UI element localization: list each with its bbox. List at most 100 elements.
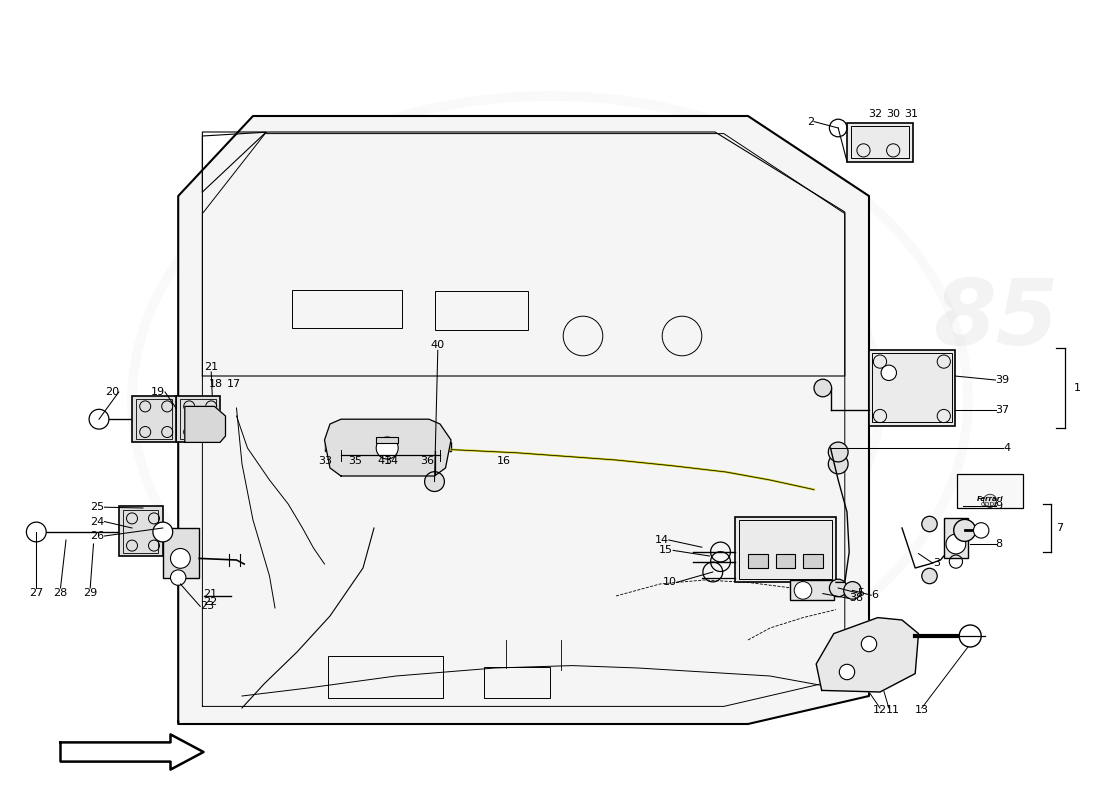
- Text: 36: 36: [420, 456, 433, 466]
- Bar: [748, 554, 768, 568]
- Text: 85: 85: [933, 276, 1058, 364]
- Bar: [376, 437, 398, 443]
- Bar: [123, 510, 158, 553]
- Bar: [790, 580, 834, 600]
- Circle shape: [959, 625, 981, 647]
- Text: 8: 8: [996, 539, 1002, 549]
- Text: Ferrari: Ferrari: [977, 496, 1003, 502]
- Bar: [180, 399, 216, 439]
- Text: 19: 19: [151, 387, 165, 397]
- Text: CODE: CODE: [981, 502, 999, 507]
- Text: 35: 35: [349, 456, 362, 466]
- Circle shape: [954, 519, 976, 542]
- Polygon shape: [60, 734, 204, 770]
- Bar: [739, 520, 832, 579]
- Circle shape: [946, 534, 966, 554]
- Text: 21: 21: [204, 589, 218, 598]
- Bar: [735, 517, 836, 582]
- Bar: [324, 442, 451, 451]
- Circle shape: [974, 522, 989, 538]
- Text: 18: 18: [209, 379, 222, 389]
- Text: 24: 24: [90, 517, 104, 526]
- Text: 30: 30: [887, 109, 900, 118]
- Circle shape: [26, 522, 46, 542]
- Text: 17: 17: [228, 379, 241, 389]
- Bar: [136, 399, 172, 439]
- Polygon shape: [816, 618, 918, 692]
- Text: 2: 2: [807, 117, 814, 126]
- Text: 41: 41: [378, 456, 392, 466]
- Circle shape: [881, 365, 896, 381]
- Text: 7: 7: [1056, 523, 1063, 533]
- Text: 22: 22: [204, 597, 218, 606]
- Circle shape: [828, 442, 848, 462]
- Bar: [869, 350, 955, 426]
- Circle shape: [922, 568, 937, 584]
- Text: 11: 11: [887, 705, 900, 714]
- Text: EL: EL: [361, 326, 563, 474]
- Circle shape: [983, 494, 997, 507]
- Text: 6: 6: [871, 590, 878, 600]
- Text: 1: 1: [1074, 383, 1080, 393]
- Circle shape: [170, 549, 190, 568]
- Text: 32: 32: [869, 109, 882, 118]
- Text: 12: 12: [873, 705, 887, 714]
- Bar: [776, 554, 795, 568]
- Bar: [944, 518, 968, 558]
- Bar: [872, 353, 952, 422]
- Text: 26: 26: [90, 531, 104, 541]
- Bar: [803, 554, 823, 568]
- Text: 20: 20: [104, 387, 119, 397]
- Text: 14: 14: [654, 535, 669, 545]
- Bar: [851, 126, 909, 158]
- Text: 33: 33: [318, 456, 332, 466]
- Circle shape: [170, 570, 186, 586]
- Text: 9: 9: [996, 501, 1002, 510]
- Bar: [847, 123, 913, 162]
- Circle shape: [814, 379, 832, 397]
- Circle shape: [861, 636, 877, 652]
- Circle shape: [829, 579, 847, 597]
- Text: 39: 39: [996, 375, 1010, 385]
- Polygon shape: [324, 419, 451, 476]
- Text: 34: 34: [385, 456, 398, 466]
- Circle shape: [794, 582, 812, 599]
- Circle shape: [425, 472, 444, 491]
- Circle shape: [839, 664, 855, 680]
- Polygon shape: [185, 406, 226, 442]
- Circle shape: [376, 437, 398, 459]
- Text: 15: 15: [659, 546, 673, 555]
- Text: PARTS: PARTS: [446, 392, 852, 504]
- Text: 10: 10: [662, 578, 676, 587]
- Bar: [176, 396, 220, 442]
- Circle shape: [844, 582, 861, 599]
- Text: 3: 3: [933, 558, 939, 568]
- Polygon shape: [178, 116, 869, 724]
- Text: 23: 23: [200, 602, 214, 611]
- Circle shape: [153, 522, 173, 542]
- Text: 13: 13: [915, 705, 928, 714]
- Text: 38: 38: [849, 594, 864, 603]
- Text: 40: 40: [431, 340, 444, 350]
- Bar: [132, 396, 176, 442]
- Text: 21: 21: [205, 362, 218, 372]
- Bar: [163, 528, 199, 578]
- Bar: [434, 291, 528, 330]
- Bar: [119, 506, 163, 556]
- Bar: [328, 656, 443, 698]
- Text: 4: 4: [1003, 443, 1010, 453]
- Text: 28: 28: [54, 588, 67, 598]
- Bar: [957, 474, 1023, 508]
- Text: 27: 27: [30, 588, 43, 598]
- Circle shape: [922, 516, 937, 532]
- Circle shape: [828, 454, 848, 474]
- Text: 29: 29: [84, 588, 97, 598]
- Text: 31: 31: [904, 109, 917, 118]
- Text: 37: 37: [996, 405, 1010, 414]
- Text: 5: 5: [857, 588, 864, 598]
- Bar: [484, 667, 550, 698]
- Text: 16: 16: [497, 456, 510, 466]
- Text: 25: 25: [90, 502, 104, 512]
- Bar: [292, 290, 402, 328]
- Circle shape: [89, 410, 109, 429]
